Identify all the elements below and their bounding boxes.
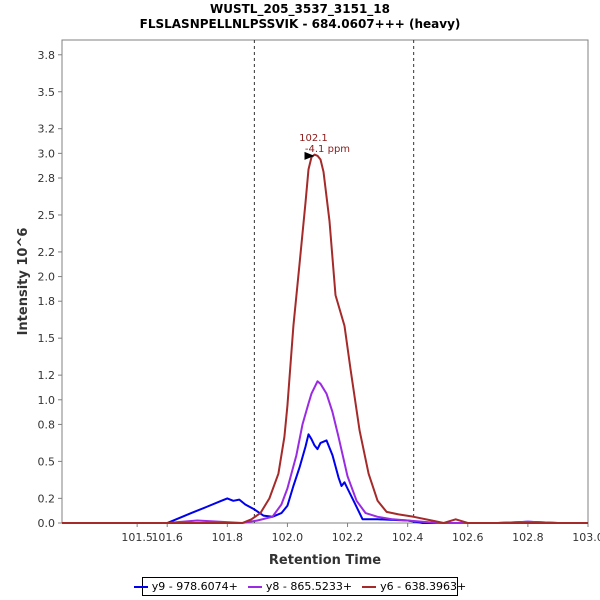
x-tick-label: 101.5 — [121, 531, 153, 544]
x-tick-label: 103.0 — [572, 531, 600, 544]
x-tick-label: 102.2 — [332, 531, 364, 544]
legend-label-y6: y6 - 638.3963+ — [380, 580, 467, 593]
x-axis-label: Retention Time — [269, 553, 381, 568]
y-tick-label: 0.0 — [38, 517, 56, 530]
chart-subtitle: FLSLASNPELLNLPSSVIK - 684.0607+++ (heavy… — [139, 17, 461, 31]
x-tick-label: 102.4 — [392, 531, 424, 544]
y-tick-label: 3.2 — [38, 123, 56, 136]
x-tick-label: 101.8 — [212, 531, 244, 544]
y-tick-label: 3.8 — [38, 49, 56, 62]
y-tick-label: 1.5 — [38, 332, 56, 345]
legend: y9 - 978.6074+ y8 - 865.5233+ y6 - 638.3… — [133, 577, 466, 596]
legend-item-y6: y6 - 638.3963+ — [362, 580, 466, 593]
peak-ppm-label: -4.1 ppm — [305, 144, 350, 155]
y-tick-label: 2.8 — [38, 172, 56, 185]
legend-swatch-y6 — [362, 585, 377, 588]
y-tick-label: 2.5 — [38, 209, 56, 222]
y-tick-label: 1.0 — [38, 394, 56, 407]
y-tick-label: 3.0 — [38, 147, 56, 160]
legend-item-y9: y9 - 978.6074+ — [133, 580, 238, 593]
x-tick-label: 102.8 — [512, 531, 544, 544]
x-tick-label: 102.0 — [272, 531, 304, 544]
x-tick-label: 102.6 — [452, 531, 484, 544]
legend-swatch-y8 — [247, 585, 262, 588]
series-line-y6 — [62, 153, 588, 524]
x-tick-label: 101.6 — [151, 531, 183, 544]
series-line-y9 — [62, 433, 588, 524]
series-line-y8 — [62, 380, 588, 524]
y-tick-label: 0.8 — [38, 418, 56, 431]
legend-swatch-y9 — [133, 585, 148, 588]
peak-rt-label: 102.1 — [299, 133, 328, 144]
peak-marker — [304, 151, 315, 160]
y-tick-label: 1.8 — [38, 295, 56, 308]
y-tick-label: 3.5 — [38, 86, 56, 99]
legend-label-y9: y9 - 978.6074+ — [151, 580, 238, 593]
chart-title: WUSTL_205_3537_3151_18 — [210, 2, 390, 16]
y-tick-label: 0.5 — [38, 455, 56, 468]
y-tick-label: 2.2 — [38, 246, 56, 259]
y-tick-label: 1.2 — [38, 369, 56, 382]
y-tick-label: 2.0 — [38, 271, 56, 284]
y-tick-label: 0.2 — [38, 492, 56, 505]
plot-area — [61, 39, 589, 524]
y-axis-label: Intensity 10^6 — [16, 228, 31, 336]
legend-label-y8: y8 - 865.5233+ — [265, 580, 353, 593]
legend-item-y8: y8 - 865.5233+ — [247, 580, 353, 593]
